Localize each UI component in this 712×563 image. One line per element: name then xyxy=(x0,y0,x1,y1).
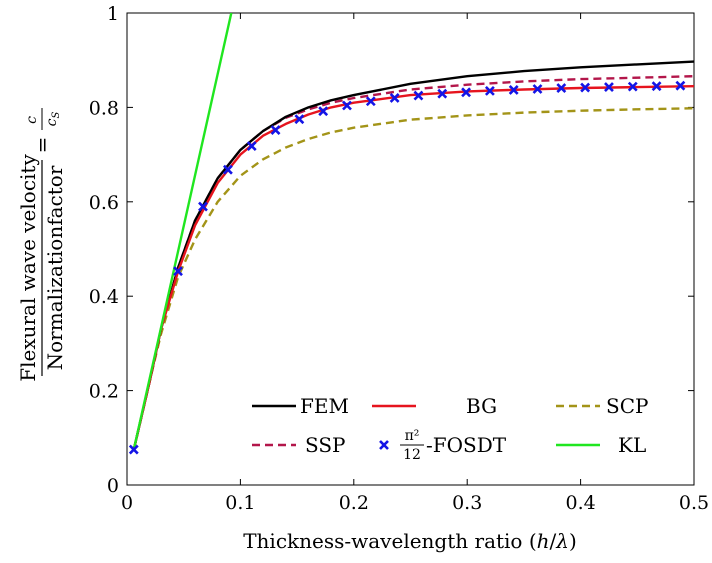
legend-entry-fem: FEM xyxy=(252,394,349,418)
legend-label: -FOSDT xyxy=(426,433,507,457)
series-12-fosdt-point xyxy=(223,164,233,175)
series-12-fosdt-point xyxy=(484,85,495,96)
legend-fraction-numerator: π² xyxy=(405,428,420,444)
y-axis-ticks: 0 0.2 0.4 0.6 0.8 1 xyxy=(89,3,694,497)
legend-label: BG xyxy=(466,394,497,418)
series-12-fosdt-point xyxy=(294,114,305,125)
series-12-fosdt-point xyxy=(651,81,662,92)
series-12-fosdt-point xyxy=(437,88,448,99)
x-tick-label: 0.3 xyxy=(452,492,482,514)
series-12-fosdt-point xyxy=(627,81,638,92)
legend-fraction-denominator: 12 xyxy=(403,447,421,463)
series-12-fosdt-point xyxy=(508,85,519,95)
legend-entry-kl: KL xyxy=(556,433,646,457)
series-bg-line xyxy=(132,85,694,450)
x-tick-label: 0.1 xyxy=(225,492,255,514)
x-tick-label: 0.2 xyxy=(339,492,369,514)
legend-entry-12-fosdt: π² 12 -FOSDT xyxy=(379,428,507,463)
series-12-fosdt-point xyxy=(556,83,567,93)
y-axis-label: Flexural wave velocity Normalizationfact… xyxy=(16,108,67,382)
legend-label: KL xyxy=(618,433,646,457)
legend-entry-scp: SCP xyxy=(556,394,648,418)
y-tick-label: 0.8 xyxy=(89,97,119,119)
y-label-equals: = xyxy=(30,137,54,154)
series-12-fosdt-point xyxy=(270,125,281,135)
y-label-ratio-denominator: cS xyxy=(44,112,62,127)
series-kl-line xyxy=(132,13,233,450)
y-label-denominator: Normalizationfactor xyxy=(43,165,67,370)
y-label-numerator: Flexural wave velocity xyxy=(16,154,40,382)
y-tick-label: 1 xyxy=(107,3,119,25)
legend-label: SSP xyxy=(305,433,346,457)
series-12-fosdt-point xyxy=(365,96,376,107)
series-12-fosdt-point xyxy=(246,141,257,152)
series-12-fosdt-point xyxy=(580,82,591,93)
y-tick-label: 0.2 xyxy=(89,381,119,403)
x-axis-label: Thickness-wavelength ratio (h/λ) xyxy=(243,529,577,553)
y-label-ratio-numerator: c xyxy=(24,116,40,124)
legend-label: FEM xyxy=(300,394,349,418)
x-tick-label: 0 xyxy=(121,492,133,514)
legend: FEM BG SCP SSP π² 12 -FOSDT KL xyxy=(252,394,648,463)
legend-entry-bg: BG xyxy=(372,394,497,418)
x-axis-ticks: 0 0.1 0.2 0.3 0.4 0.5 xyxy=(121,13,709,514)
series-12-fosdt-point xyxy=(173,266,183,277)
series-12-fosdt-point xyxy=(318,106,329,117)
series-12-fosdt-point xyxy=(389,93,400,103)
y-tick-label: 0.6 xyxy=(89,192,119,214)
plot-frame xyxy=(126,12,695,486)
legend-label: SCP xyxy=(606,394,648,418)
y-tick-label: 0 xyxy=(107,475,119,497)
y-tick-label: 0.4 xyxy=(89,286,119,308)
series-12-fosdt-point xyxy=(198,201,208,212)
series-12-fosdt-point xyxy=(604,82,614,93)
series-12-fosdt-point xyxy=(532,84,543,94)
series-scp-line xyxy=(132,107,694,450)
series-12-fosdt-point xyxy=(675,80,686,91)
series-12-fosdt-point xyxy=(461,87,471,98)
x-tick-label: 0.4 xyxy=(565,492,595,514)
x-tick-label: 0.5 xyxy=(679,492,709,514)
series-layer xyxy=(128,13,694,455)
legend-entry-ssp: SSP xyxy=(252,433,346,457)
series-12-fosdt-point xyxy=(342,100,352,111)
series-12-fosdt-point xyxy=(128,444,139,455)
series-12-fosdt-point xyxy=(413,90,424,101)
